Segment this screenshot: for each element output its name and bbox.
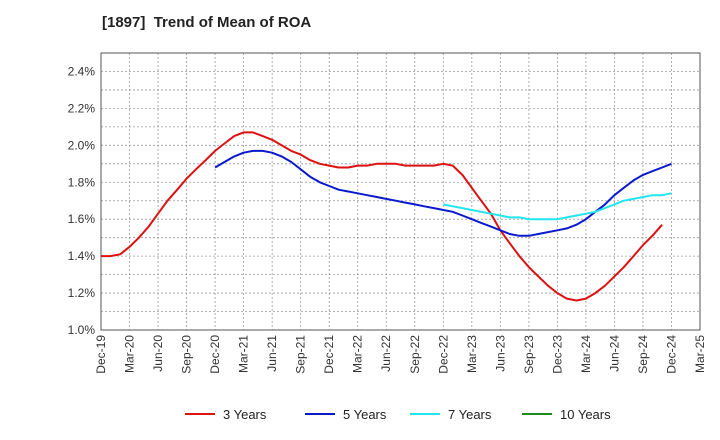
x-tick-label: Sep-20	[180, 335, 194, 374]
chart-title: [1897] Trend of Mean of ROA	[102, 14, 312, 31]
x-tick-label: Jun-20	[151, 335, 165, 372]
x-tick-label: Dec-23	[550, 335, 564, 374]
legend: 3 Years 5 Years 7 Years 10 Years	[185, 407, 611, 422]
x-tick-label: Dec-21	[322, 335, 336, 374]
x-tick-label: Dec-22	[436, 335, 450, 374]
x-axis: Dec-19 Mar-20 Jun-20 Sep-20 Dec-20 Mar-21 Jun-…	[94, 335, 707, 374]
x-tick-label: Mar-24	[579, 335, 593, 373]
x-tick-label: Sep-21	[294, 335, 308, 374]
y-tick-label: 1.8%	[68, 175, 96, 189]
y-tick-label: 2.4%	[68, 64, 96, 78]
x-tick-label: Jun-23	[493, 335, 507, 372]
y-axis: 1.0% 1.2% 1.4% 1.6% 1.8% 2.0% 2.2% 2.4%	[68, 64, 96, 337]
x-tick-label: Sep-23	[522, 335, 536, 374]
x-tick-label: Jun-22	[379, 335, 393, 372]
legend-label: 3 Years	[223, 407, 267, 422]
y-tick-label: 2.0%	[68, 138, 96, 152]
x-tick-label: Mar-20	[123, 335, 137, 373]
series-lines	[101, 131, 672, 302]
legend-label: 5 Years	[343, 407, 387, 422]
plot-frame	[100, 52, 701, 331]
x-tick-label: Sep-24	[636, 335, 650, 374]
x-tick-label: Dec-24	[664, 335, 678, 374]
x-tick-label: Mar-22	[351, 335, 365, 373]
x-tick-label: Mar-23	[465, 335, 479, 373]
y-tick-label: 1.2%	[68, 286, 96, 300]
legend-label: 10 Years	[560, 407, 611, 422]
x-tick-label: Sep-22	[408, 335, 422, 374]
x-tick-label: Dec-20	[208, 335, 222, 374]
series-line-7-years	[443, 192, 672, 221]
y-tick-label: 1.6%	[68, 212, 96, 226]
legend-label: 7 Years	[448, 407, 492, 422]
x-tick-label: Dec-19	[94, 335, 108, 374]
x-tick-label: Jun-24	[607, 335, 621, 372]
grid-lines	[101, 53, 700, 330]
x-tick-label: Mar-25	[693, 335, 707, 373]
y-tick-label: 1.4%	[68, 249, 96, 263]
x-tick-label: Jun-21	[265, 335, 279, 372]
series-line-3-years	[101, 131, 663, 302]
x-tick-label: Mar-21	[237, 335, 251, 373]
y-tick-label: 1.0%	[68, 323, 96, 337]
y-tick-label: 2.2%	[68, 101, 96, 115]
